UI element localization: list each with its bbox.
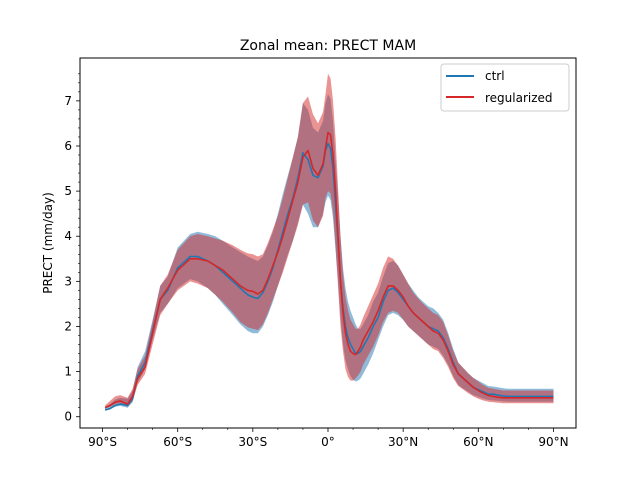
- y-tick-label: 2: [64, 319, 72, 333]
- legend: ctrl regularized: [440, 63, 570, 112]
- x-tick-label: 30°N: [388, 435, 418, 449]
- uncertainty-bands: [105, 73, 554, 410]
- x-tick-label: 60°S: [163, 435, 192, 449]
- y-tick-label: 4: [64, 229, 72, 243]
- band-regularized: [105, 73, 554, 409]
- y-axis: 0 1 2 3 4 5 6 7: [64, 73, 80, 424]
- y-tick-label: 1: [64, 365, 72, 379]
- legend-label-regularized: regularized: [485, 91, 553, 105]
- chart-title: Zonal mean: PRECT MAM: [240, 38, 416, 54]
- legend-label-ctrl: ctrl: [485, 69, 505, 83]
- y-tick-label: 5: [64, 184, 72, 198]
- x-tick-label: 60°N: [463, 435, 493, 449]
- y-tick-label: 3: [64, 274, 72, 288]
- line-regularized: [104, 131, 554, 409]
- y-tick-label: 6: [64, 139, 72, 153]
- series-lines: [104, 131, 554, 411]
- y-axis-label: PRECT (mm/day): [41, 192, 55, 294]
- x-tick-label: 30°S: [238, 435, 267, 449]
- y-tick-label: 7: [64, 94, 72, 108]
- x-tick-label: 90°S: [88, 435, 117, 449]
- y-tick-label: 0: [64, 410, 72, 424]
- x-axis: 90°S 60°S 30°S 0° 30°N 60°N 90°N: [88, 428, 569, 449]
- x-tick-label: 0°: [321, 435, 335, 449]
- x-tick-label: 90°N: [538, 435, 568, 449]
